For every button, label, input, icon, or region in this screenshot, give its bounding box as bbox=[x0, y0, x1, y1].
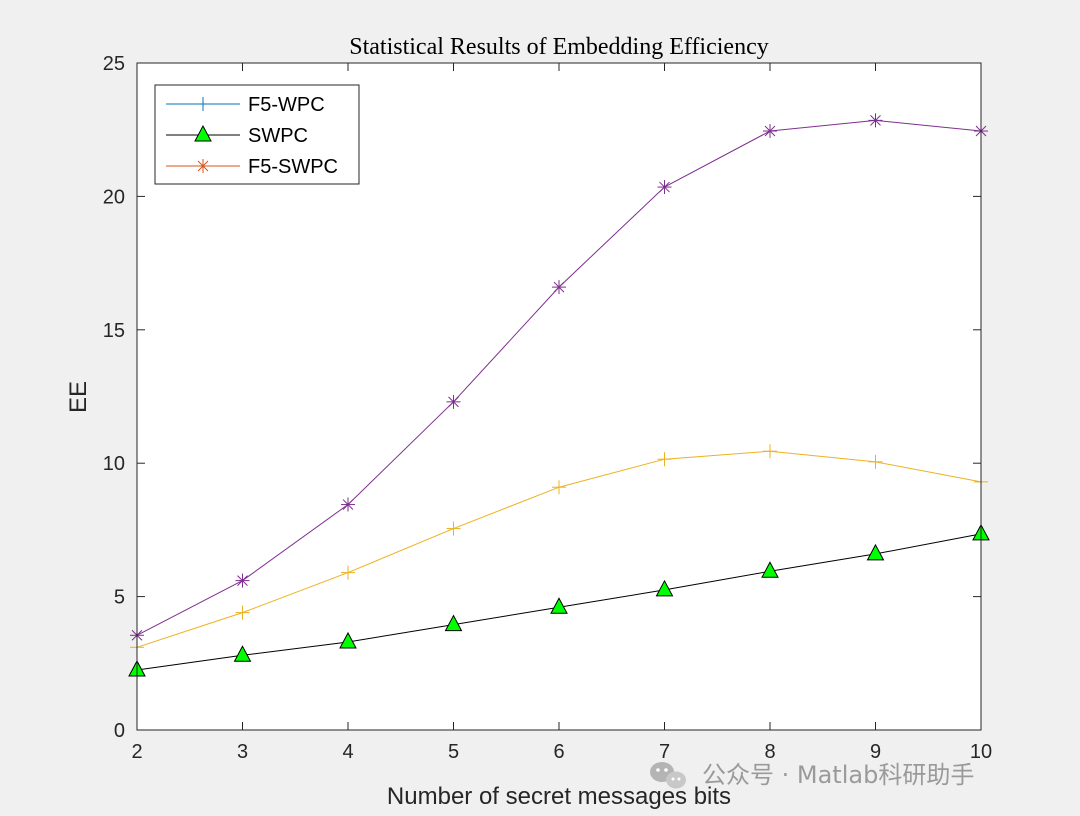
y-tick-label: 20 bbox=[103, 186, 125, 208]
data-point bbox=[446, 521, 461, 536]
x-tick-label: 2 bbox=[131, 741, 142, 763]
data-point bbox=[444, 614, 463, 632]
data-point bbox=[657, 180, 672, 195]
data-point bbox=[552, 280, 566, 295]
data-point bbox=[655, 579, 674, 597]
data-point bbox=[868, 113, 883, 128]
legend-entry: F5-SWPC bbox=[166, 156, 338, 178]
data-point bbox=[552, 480, 566, 495]
y-tick-label: 0 bbox=[114, 720, 125, 742]
legend: F5-WPC SWPC F5-SWPC bbox=[154, 84, 360, 185]
x-tick-label: 8 bbox=[764, 741, 775, 763]
legend-entry: F5-WPC bbox=[166, 94, 325, 116]
x-tick-label: 7 bbox=[659, 741, 670, 763]
data-point bbox=[761, 561, 779, 578]
legend-entry: SWPC bbox=[166, 124, 308, 147]
data-point bbox=[763, 124, 777, 139]
data-point bbox=[339, 631, 357, 649]
y-tick-label: 5 bbox=[114, 587, 125, 609]
x-tick-label: 5 bbox=[448, 741, 459, 763]
x-tick-label: 3 bbox=[237, 741, 248, 763]
data-point bbox=[446, 394, 461, 409]
data-point bbox=[235, 573, 250, 588]
legend-label: F5-SWPC bbox=[248, 156, 338, 178]
legend-marker bbox=[194, 124, 212, 142]
watermark-text: 公众号 · Matlab科研助手 bbox=[702, 761, 974, 789]
x-tick-label: 4 bbox=[342, 741, 353, 763]
legend-label: F5-WPC bbox=[248, 94, 325, 116]
x-tick-label: 9 bbox=[870, 741, 881, 763]
data-point bbox=[866, 543, 885, 561]
y-tick-label: 25 bbox=[103, 53, 125, 75]
data-point bbox=[233, 645, 252, 662]
y-tick-label: 10 bbox=[103, 453, 125, 475]
wechat-icon bbox=[650, 762, 686, 789]
data-point bbox=[341, 565, 355, 580]
axes-box bbox=[136, 62, 982, 731]
y-tick-label: 15 bbox=[103, 320, 125, 342]
legend-marker bbox=[196, 159, 210, 173]
data-point bbox=[341, 497, 355, 512]
chart-title: Statistical Results of Embedding Efficie… bbox=[349, 34, 768, 60]
data-point bbox=[868, 454, 883, 469]
data-point bbox=[763, 444, 777, 459]
data-point bbox=[235, 605, 250, 620]
legend-marker bbox=[196, 97, 210, 111]
x-tick-label: 6 bbox=[553, 741, 564, 763]
x-tick-label: 10 bbox=[970, 741, 992, 763]
data-point bbox=[657, 452, 672, 467]
watermark: 公众号 · Matlab科研助手 bbox=[650, 761, 974, 789]
legend-label: SWPC bbox=[248, 125, 308, 147]
y-axis-label: EE bbox=[65, 381, 92, 413]
data-point bbox=[550, 597, 568, 614]
